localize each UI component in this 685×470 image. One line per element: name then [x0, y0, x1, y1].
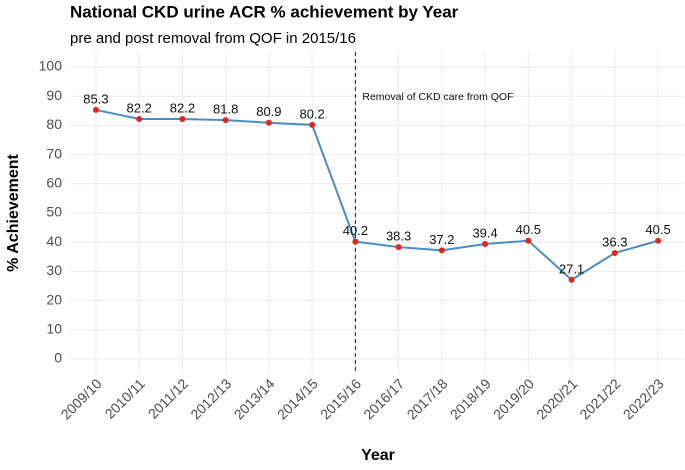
data-label: 85.3: [83, 91, 108, 106]
x-tick-label: 2015/16: [317, 375, 364, 422]
data-point: [655, 237, 662, 244]
y-tick-label: 0: [54, 350, 62, 366]
x-tick-label: 2012/13: [187, 375, 234, 422]
data-label: 80.2: [299, 106, 324, 121]
data-point: [525, 237, 532, 244]
annotation: Removal of CKD care from QOF: [362, 91, 513, 103]
y-tick-label: 60: [46, 175, 62, 191]
data-label: 82.2: [127, 100, 152, 115]
data-point: [352, 238, 359, 245]
data-point: [568, 276, 575, 283]
data-label: 27.1: [559, 261, 584, 276]
data-point: [179, 115, 186, 122]
y-tick-label: 40: [46, 233, 62, 249]
y-tick-label: 30: [46, 262, 62, 278]
data-point: [309, 121, 316, 128]
data-label: 82.2: [170, 100, 195, 115]
x-tick-label: 2020/21: [533, 375, 580, 422]
x-tick-label: 2019/20: [490, 375, 537, 422]
data-label: 40.5: [516, 222, 541, 237]
data-label: 37.2: [429, 232, 454, 247]
y-tick-label: 100: [39, 58, 63, 74]
x-tick-label: 2009/10: [58, 375, 105, 422]
data-point: [482, 240, 489, 247]
data-label: 80.9: [256, 104, 281, 119]
data-point: [136, 115, 143, 122]
chart-subtitle: pre and post removal from QOF in 2015/16: [70, 30, 356, 47]
x-tick-label: 2022/23: [620, 375, 667, 422]
y-tick-label: 50: [46, 204, 62, 220]
y-axis-title: % Achievement: [5, 153, 22, 271]
data-point: [265, 119, 272, 126]
y-tick-label: 70: [46, 145, 62, 161]
x-tick-label: 2018/19: [447, 375, 494, 422]
chart-title: National CKD urine ACR % achievement by …: [70, 2, 459, 21]
x-tick-label: 2016/17: [360, 375, 407, 422]
data-point: [92, 106, 99, 113]
x-tick-label: 2011/12: [145, 375, 192, 422]
x-tick-label: 2013/14: [231, 375, 278, 422]
data-point: [611, 250, 618, 257]
y-tick-label: 20: [46, 291, 62, 307]
data-label: 81.8: [213, 102, 238, 117]
data-point: [395, 244, 402, 251]
data-label: 40.5: [645, 222, 670, 237]
data-label: 36.3: [602, 234, 627, 249]
y-tick-label: 80: [46, 116, 62, 132]
x-tick-label: 2014/15: [274, 375, 321, 422]
data-point: [222, 117, 229, 124]
x-tick-label: 2017/18: [403, 375, 450, 422]
data-line: [95, 108, 659, 282]
y-tick-label: 10: [46, 321, 62, 337]
data-point: [438, 247, 445, 254]
x-tick-label: 2010/11: [102, 375, 149, 422]
x-axis-title: Year: [361, 447, 395, 464]
data-label: 39.4: [472, 225, 497, 240]
data-label: 40.2: [343, 223, 368, 238]
y-tick-label: 90: [46, 87, 62, 103]
data-label: 38.3: [386, 229, 411, 244]
x-tick-label: 2021/22: [576, 375, 623, 422]
